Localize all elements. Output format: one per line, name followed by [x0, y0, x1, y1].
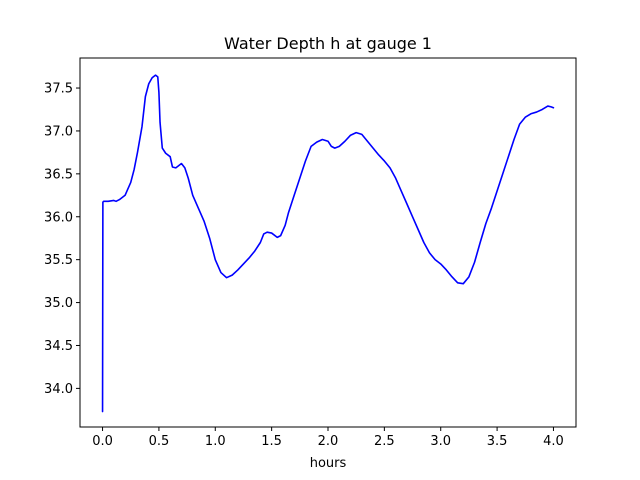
- y-tick-label: 37.5: [44, 82, 73, 97]
- x-tick-label: 4.0: [543, 434, 564, 449]
- y-tick-label: 36.5: [44, 167, 73, 182]
- x-tick-label: 3.0: [430, 434, 451, 449]
- series-line-1: [101, 74, 555, 413]
- plot-area: [101, 74, 555, 413]
- axes: 0.0 0.5 1.0 1.5 2.0 2.5 3.0 3.5 4.0 34.0 34.5 35.0 3…: [44, 57, 577, 449]
- y-tick-label: 34.0: [44, 382, 73, 397]
- y-tick-label: 37.0: [44, 124, 73, 139]
- x-tick-label: 2.0: [318, 434, 339, 449]
- y-tick-label: 35.0: [44, 296, 73, 311]
- x-tick-label: 2.5: [374, 434, 395, 449]
- chart-title: Water Depth h at gauge 1: [224, 34, 432, 53]
- y-tick-label: 36.0: [44, 210, 73, 225]
- x-tick-label: 0.5: [149, 434, 170, 449]
- x-tick-label: 1.0: [205, 434, 226, 449]
- y-tick-label: 35.5: [44, 253, 73, 268]
- x-tick-label: 0.0: [92, 434, 113, 449]
- y-tick-label: 34.5: [44, 339, 73, 354]
- x-tick-label: 3.5: [487, 434, 508, 449]
- x-tick-label: 1.5: [261, 434, 282, 449]
- x-axis-label: hours: [310, 456, 347, 471]
